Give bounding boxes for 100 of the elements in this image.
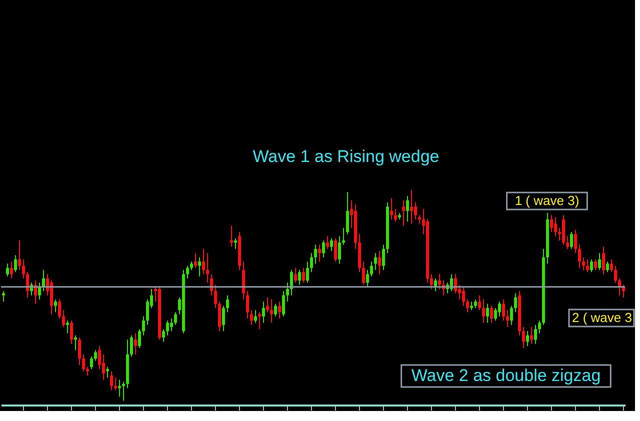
candlestick [494,307,497,322]
candlestick [278,301,281,320]
candlestick [510,305,513,326]
candlestick [106,366,109,378]
candlestick [194,252,197,268]
candlestick [498,301,501,317]
candlestick [590,258,593,273]
candlestick [602,246,605,275]
candlestick [606,261,609,273]
candlestick [146,299,149,326]
candlestick [438,274,441,290]
candlestick [614,265,617,284]
candlestick [226,294,229,313]
candlestick [366,270,369,288]
candlestick [374,252,377,270]
candlestick [566,236,569,250]
candlestick [342,227,345,246]
candlestick [62,310,65,328]
candlestick [94,350,97,362]
candlestick [222,305,225,332]
candlestick [206,252,209,284]
candlestick [198,256,201,277]
candlestick [162,328,165,342]
candlestick [414,202,417,220]
annotation: 2 ( wave 3 [572,310,632,325]
candlestick [170,318,173,332]
candlestick [322,240,325,258]
candlestick [578,244,581,268]
candlestick [242,261,245,300]
candlestick [522,326,525,349]
candlestick [534,324,537,344]
candlestick [54,299,57,313]
candlestick [338,236,341,264]
candlestick [202,248,205,275]
candlestick [430,274,433,290]
candlestick [186,265,189,279]
candlestick [598,252,601,270]
candlestick [554,216,557,237]
candlestick [22,258,25,279]
candlestick [410,189,413,224]
candlestick [102,354,105,380]
candlestick [98,345,101,370]
candlestick [582,256,585,270]
candlestick [266,296,269,313]
candlestick [58,299,61,320]
candlestick [394,208,397,222]
candlestick [250,310,253,326]
candlestick [38,282,41,300]
candlestick [306,261,309,284]
candlestick [610,258,613,273]
candlestick [302,267,305,284]
candlestick [570,232,573,250]
candlestick [314,244,317,264]
candlestick [346,191,349,235]
candlestick [282,290,285,317]
candlestick [234,238,237,250]
candlestick [6,263,9,277]
annotation: 1 ( wave 3) [514,193,580,208]
candlestick [114,377,117,391]
candlestick [90,356,93,370]
candlestick [390,198,393,220]
candlestick [138,328,141,349]
annotation: Wave 2 as double zigzag [411,366,601,385]
candlestick [26,272,29,298]
candlestick [490,305,493,324]
candlestick [258,312,261,330]
candlestick [110,370,113,391]
candlestick [406,196,409,222]
candlestick [74,334,77,351]
candlestick [530,326,533,344]
candlestick [562,214,565,246]
candlestick [574,229,577,254]
candlestick [14,254,17,273]
candlestick [326,236,329,250]
candlestick [142,316,145,336]
candlestick [82,354,85,372]
candlestick [174,312,177,326]
candlestick [66,320,69,334]
candlestick [50,280,53,315]
candlestick [218,301,221,332]
candlestick [318,244,321,262]
candlestick [334,238,337,262]
candlestick [70,320,73,344]
candlestick [294,267,297,284]
candlestick [78,337,81,366]
candlestick [262,301,265,324]
candlestick [378,250,381,275]
candlestick [246,290,249,320]
candlestick [270,299,273,324]
candlestick [310,252,313,273]
candlestick [382,244,385,270]
candlestick [526,330,529,346]
candlestick [362,261,365,286]
candlestick [230,225,233,248]
candlestick [298,270,301,286]
candlestick [486,303,489,324]
candlestick [330,238,333,252]
candlestick [466,299,469,313]
text: Wave 1 as Rising wedge [252,147,440,166]
candlestick [514,292,517,313]
